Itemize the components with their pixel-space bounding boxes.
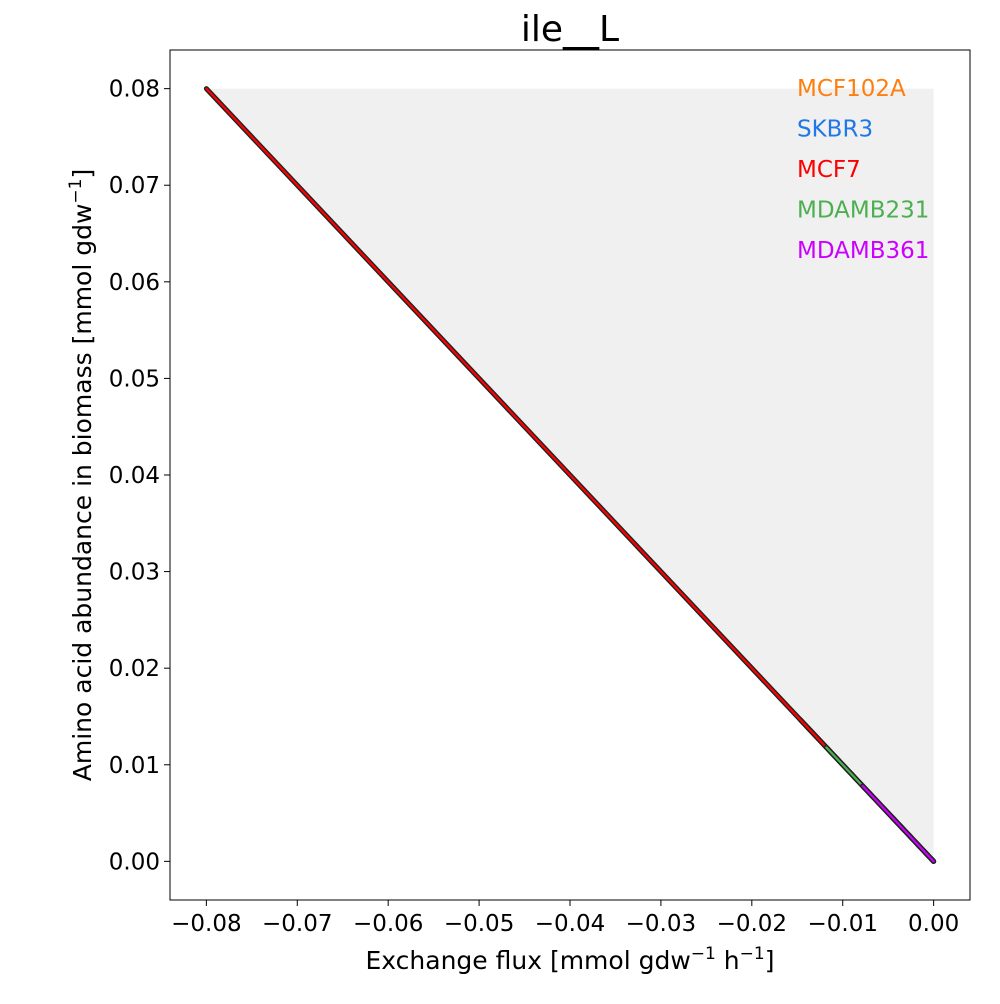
x-tick-label: −0.05 bbox=[444, 911, 514, 937]
legend-entry-mdamb361: MDAMB361 bbox=[797, 238, 929, 264]
legend-entry-mcf102a: MCF102A bbox=[797, 76, 906, 102]
series-layer bbox=[203, 86, 937, 864]
y-tick-label: 0.01 bbox=[109, 753, 160, 779]
y-tick-label: 0.07 bbox=[109, 173, 160, 199]
x-tick-label: −0.07 bbox=[262, 911, 332, 937]
y-axis-label-text: Amino acid abundance in biomass [mmol gd… bbox=[68, 204, 97, 782]
x-axis-ticks: −0.08 −0.07 −0.06 −0.05 −0.04 −0.03 −0.02 −0.01… bbox=[171, 900, 959, 937]
x-axis-label-exponent: −1 bbox=[740, 944, 765, 964]
x-axis-label-text: h bbox=[716, 946, 740, 975]
x-tick-label: −0.04 bbox=[535, 911, 605, 937]
legend: MCF102A SKBR3 MCF7 MDAMB231 MDAMB361 bbox=[797, 76, 929, 264]
chart-title: ile__L bbox=[521, 9, 619, 50]
x-tick-label: −0.02 bbox=[717, 911, 787, 937]
y-tick-label: 0.08 bbox=[109, 77, 160, 103]
series-line-mdamb361 bbox=[861, 784, 935, 863]
x-tick-label: −0.06 bbox=[353, 911, 423, 937]
y-axis-label: Amino acid abundance in biomass [mmol gd… bbox=[66, 169, 97, 781]
x-axis-label-exponent: −1 bbox=[691, 944, 716, 964]
legend-entry-mdamb231: MDAMB231 bbox=[797, 198, 929, 224]
x-axis-label-text: Exchange flux [mmol gdw bbox=[366, 946, 691, 975]
y-tick-label: 0.05 bbox=[109, 366, 160, 392]
y-axis-label-text: ] bbox=[68, 169, 97, 179]
x-tick-label: −0.08 bbox=[171, 911, 241, 937]
y-axis-label-exponent: −1 bbox=[66, 179, 86, 204]
x-tick-label: −0.01 bbox=[807, 911, 877, 937]
legend-entry-skbr3: SKBR3 bbox=[797, 117, 873, 143]
y-tick-label: 0.00 bbox=[109, 849, 160, 875]
series-line-mcf7 bbox=[205, 87, 935, 863]
y-tick-label: 0.06 bbox=[109, 270, 160, 296]
x-tick-label: 0.00 bbox=[908, 911, 959, 937]
y-tick-label: 0.02 bbox=[109, 656, 160, 682]
x-axis-label-text: ] bbox=[765, 946, 775, 975]
y-tick-label: 0.03 bbox=[109, 560, 160, 586]
y-axis-ticks: 0.00 0.01 0.02 0.03 0.04 0.05 0.06 0.07 0.08 bbox=[109, 77, 170, 875]
x-axis-label: Exchange flux [mmol gdw−1 h−1] bbox=[366, 944, 775, 975]
x-tick-label: −0.03 bbox=[626, 911, 696, 937]
legend-entry-mcf7: MCF7 bbox=[797, 157, 861, 183]
y-tick-label: 0.04 bbox=[109, 463, 160, 489]
